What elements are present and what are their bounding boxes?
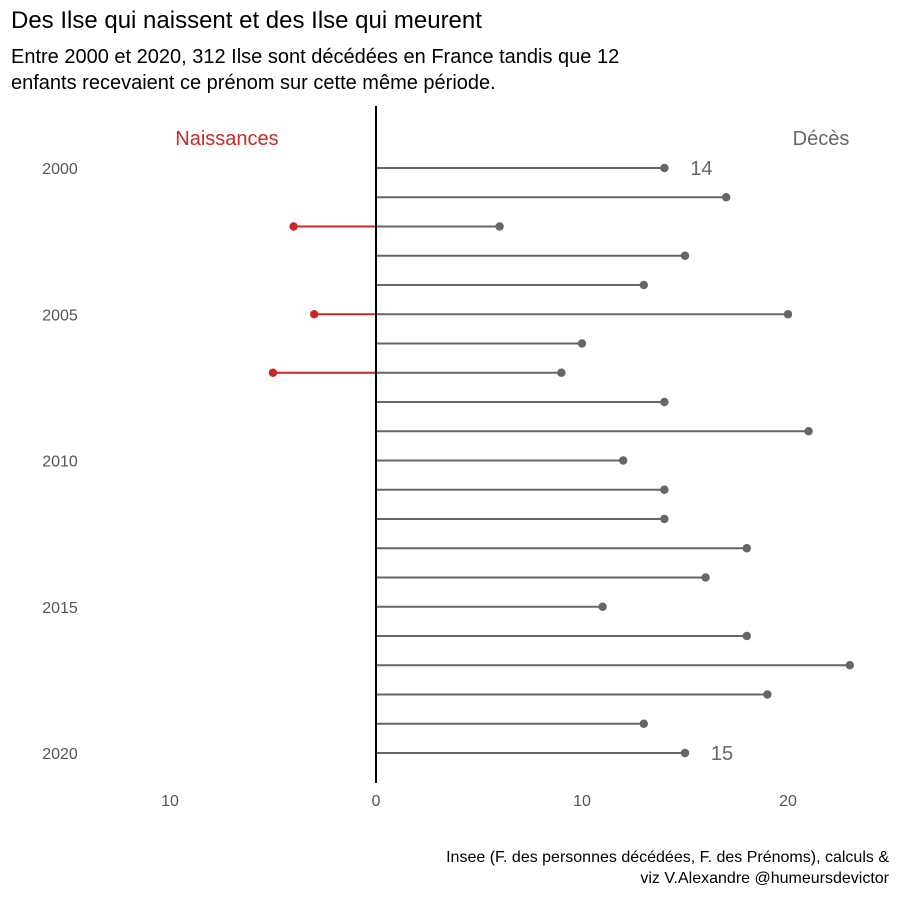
x-tick-label-3: 20 — [779, 793, 797, 810]
caption-line-1: Insee (F. des personnes décédées, F. des… — [446, 849, 889, 866]
deces-point-2019 — [639, 719, 648, 728]
chart-title: Des Ilse qui naissent et des Ilse qui me… — [11, 7, 482, 34]
deces-point-2009 — [804, 427, 813, 436]
deces-point-2015 — [598, 602, 607, 611]
deces-point-2020 — [680, 748, 690, 758]
naissances-label: Naissances — [175, 128, 278, 150]
x-tick-label-2: 10 — [573, 793, 591, 810]
deces-point-2018 — [763, 690, 772, 699]
annotation-2000: 14 — [690, 158, 712, 180]
deces-point-2008 — [660, 397, 669, 407]
chart-subtitle: Entre 2000 et 2020, 312 Ilse sont décédé… — [11, 44, 811, 96]
deces-point-2017 — [845, 661, 854, 670]
deces-point-2016 — [742, 631, 751, 641]
deces-point-2003 — [680, 251, 690, 260]
subtitle-line-2: enfants recevaient ce prénom sur cette m… — [11, 72, 496, 94]
y-tick-label-2020: 2020 — [42, 746, 78, 763]
deces-point-2002 — [495, 222, 504, 231]
source-caption: Insee (F. des personnes décédées, F. des… — [446, 847, 889, 889]
deces-point-2001 — [722, 193, 731, 202]
deces-point-2000 — [660, 163, 669, 173]
deces-point-2010 — [619, 456, 628, 465]
deces-label: Décès — [793, 128, 850, 150]
deces-point-2004 — [639, 280, 648, 290]
deces-point-2006 — [577, 339, 587, 348]
x-tick-label-0: 10 — [161, 793, 179, 810]
caption-line-2: viz V.Alexandre @humeursdevictor — [640, 870, 889, 887]
deces-point-2011 — [660, 485, 669, 494]
chart-marks — [268, 163, 854, 758]
y-tick-label-2005: 2005 — [42, 307, 78, 324]
annotation-2020: 15 — [711, 743, 733, 765]
x-tick-label-1: 0 — [372, 793, 381, 810]
subtitle-line-1: Entre 2000 et 2020, 312 Ilse sont décédé… — [11, 46, 620, 68]
y-tick-label-2010: 2010 — [42, 454, 78, 471]
naissances-point-2002 — [289, 222, 298, 231]
y-tick-label-2015: 2015 — [42, 600, 78, 617]
y-tick-label-2000: 2000 — [42, 161, 78, 178]
deces-point-2014 — [701, 573, 710, 582]
deces-point-2012 — [660, 514, 669, 524]
deces-point-2005 — [783, 310, 793, 319]
naissances-point-2007 — [268, 368, 278, 377]
chart-ticks: 2000 2005 2010 2015 2020 10 0 10 20 14 15 — [42, 158, 797, 810]
deces-point-2007 — [557, 368, 566, 377]
deces-point-2013 — [742, 544, 751, 553]
naissances-point-2005 — [310, 310, 319, 319]
